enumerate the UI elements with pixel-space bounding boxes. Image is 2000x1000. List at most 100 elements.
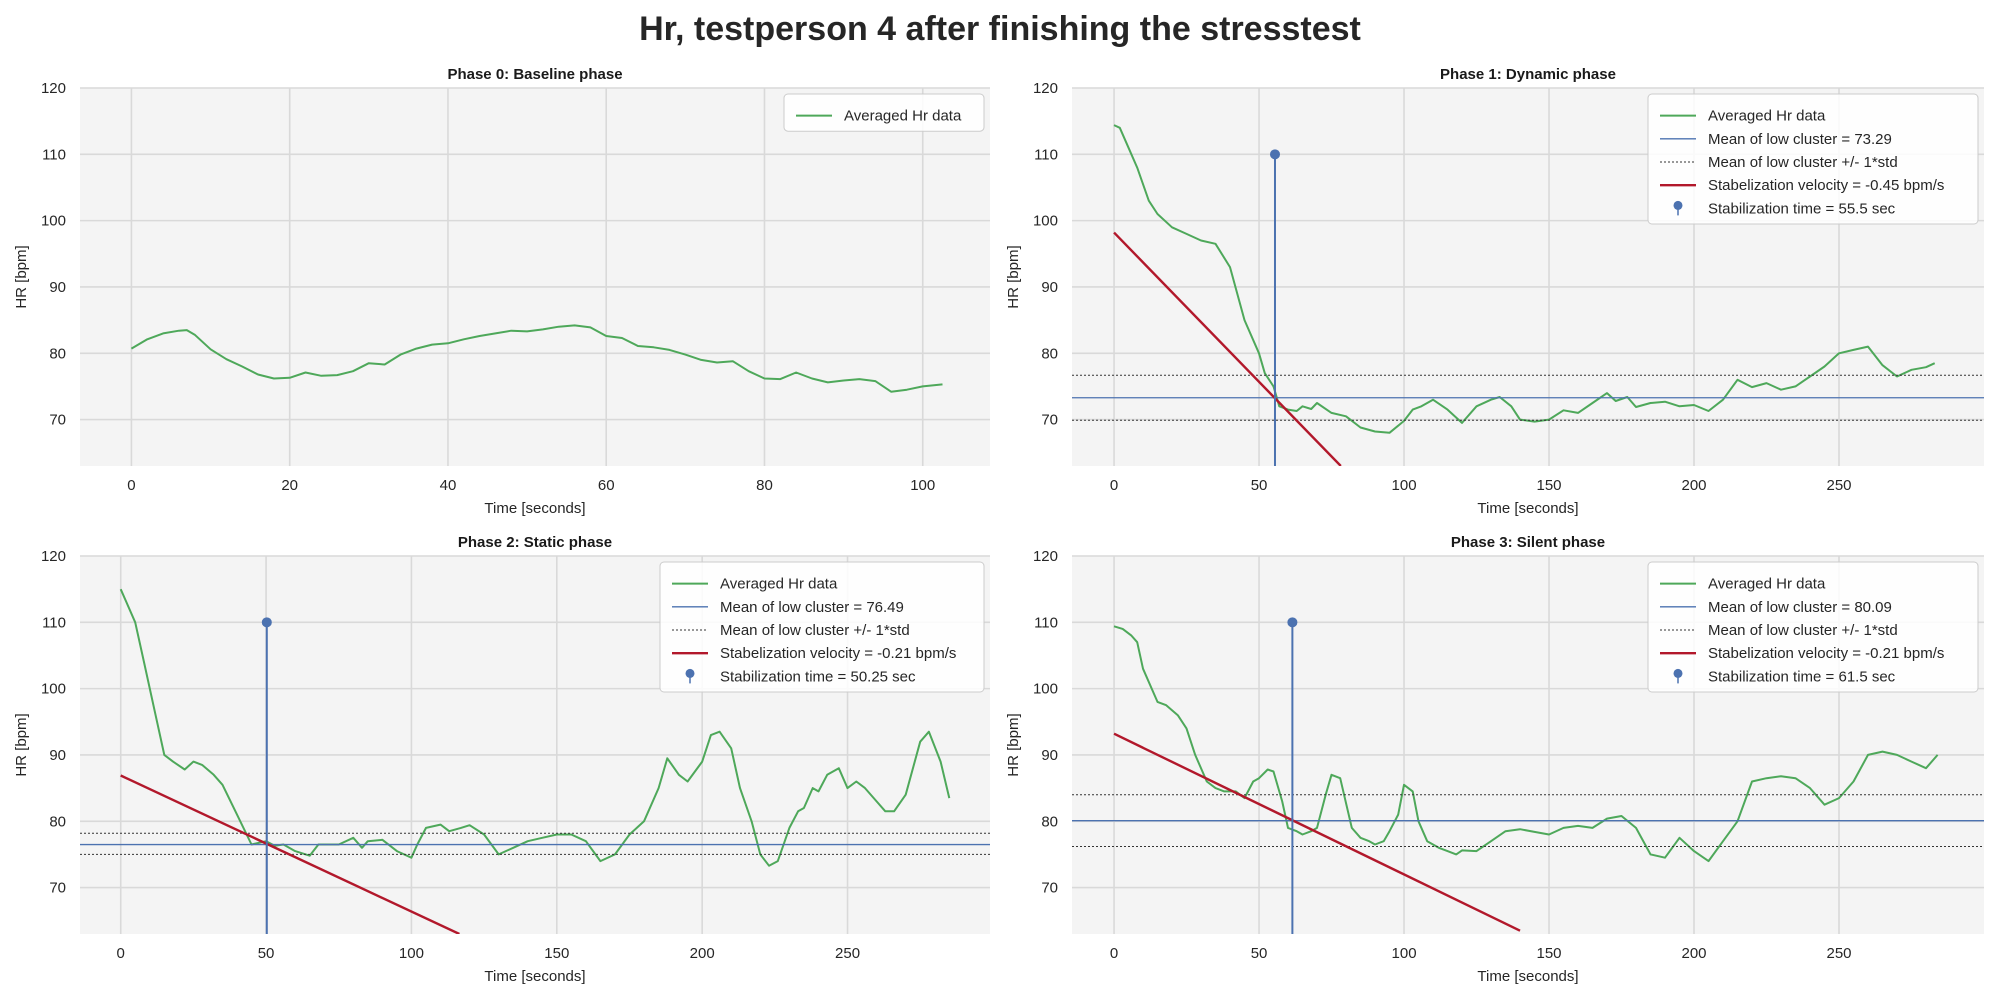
phase-1-x-tick-label: 0 xyxy=(1110,477,1118,494)
phase-2-legend: Averaged Hr data Mean of low cluster = 76… xyxy=(659,561,985,693)
phase-1-hr-data-line xyxy=(1113,124,1936,434)
phase-0-legend-label: Averaged Hr data xyxy=(844,108,962,125)
phase-2-x-tick-label: 250 xyxy=(835,945,860,962)
phase-0-x-axis-label: Time [seconds] xyxy=(484,500,585,517)
phase-0-hr-data-line xyxy=(130,324,943,393)
phase-1-x-tick-label: 200 xyxy=(1682,477,1707,494)
phase-1-y-tick-label: 80 xyxy=(1041,345,1058,362)
phase-0-y-tick-label: 120 xyxy=(41,80,66,97)
phase-0-x-tick-label: 100 xyxy=(910,477,935,494)
phase-2-y-tick-label: 120 xyxy=(41,548,66,565)
phase-0-legend: Averaged Hr data xyxy=(783,93,985,132)
phase-1-y-tick-label: 90 xyxy=(1041,279,1058,296)
phase-3-x-tick-label: 0 xyxy=(1110,945,1118,962)
subplot-phase-3: 0 50 100 150 200 250 70 80 90 100 110 120 Phase 3: S… xyxy=(1005,534,1984,985)
phase-0-y-tick-label: 70 xyxy=(49,412,66,429)
phase-2-legend-label: Mean of low cluster = 76.49 xyxy=(720,599,904,616)
phase-1-x-tick-label: 150 xyxy=(1537,477,1562,494)
phase-1-legend-label: Stabilization time = 55.5 sec xyxy=(1708,200,1896,217)
phase-0-x-tick-label: 40 xyxy=(440,477,457,494)
phase-0-y-tick-label: 110 xyxy=(42,146,66,163)
phase-2-x-tick-label: 150 xyxy=(544,945,569,962)
phase-0-plot-area xyxy=(80,88,990,466)
phase-2-y-tick-label: 90 xyxy=(49,747,66,764)
phase-0-y-tick-label: 80 xyxy=(49,345,66,362)
phase-1-x-tick-label: 50 xyxy=(1251,477,1268,494)
phase-0-y-tick-label: 90 xyxy=(49,279,66,296)
subplot-phase-2: 0 50 100 150 200 250 70 80 90 100 110 120 Phase 2: S… xyxy=(13,534,990,985)
phase-2-y-axis-label: HR [bpm] xyxy=(13,713,30,776)
phase-3-y-tick-label: 120 xyxy=(1033,548,1058,565)
phase-3-y-axis-label: HR [bpm] xyxy=(1005,713,1022,776)
phase-1-stabilization-time-marker xyxy=(1269,149,1280,160)
phase-2-legend-handle-marker xyxy=(685,668,695,678)
phase-1-y-tick-label: 110 xyxy=(1034,146,1058,163)
phase-3-title: Phase 3: Silent phase xyxy=(1451,534,1605,551)
phase-0-legend-frame xyxy=(783,93,985,132)
phase-1-legend-label: Averaged Hr data xyxy=(1708,108,1826,125)
phase-0-y-axis-label: HR [bpm] xyxy=(13,245,30,308)
phase-3-stabilization-time-marker xyxy=(1287,617,1298,628)
phase-3-y-tick-label: 70 xyxy=(1041,880,1058,897)
phase-3-y-tick-label: 80 xyxy=(1041,813,1058,830)
subplot-phase-1: 0 50 100 150 200 250 70 80 90 100 110 120 Phase 1: D… xyxy=(1005,66,1984,517)
phase-1-x-tick-label: 250 xyxy=(1826,477,1851,494)
phase-1-stabilization-velocity-line xyxy=(1113,231,1342,466)
phase-3-y-tick-label: 110 xyxy=(1034,614,1058,631)
phase-1-legend-label: Mean of low cluster = 73.29 xyxy=(1708,131,1892,148)
phase-3-x-tick-label: 50 xyxy=(1251,945,1268,962)
phase-1-legend: Averaged Hr data Mean of low cluster = 73… xyxy=(1647,93,1979,225)
phase-3-y-tick-label: 90 xyxy=(1041,747,1058,764)
phase-3-x-tick-label: 250 xyxy=(1826,945,1851,962)
phase-2-legend-label: Stabelization velocity = -0.21 bpm/s xyxy=(720,645,956,662)
phase-1-x-tick-label: 100 xyxy=(1392,477,1417,494)
subplot-phase-0: 0 20 40 60 80 100 70 80 90 100 110 120 Phase 0: Base… xyxy=(13,66,990,517)
phase-1-legend-label: Stabelization velocity = -0.45 bpm/s xyxy=(1708,177,1944,194)
phase-3-x-tick-label: 200 xyxy=(1682,945,1707,962)
phase-0-x-tick-label: 60 xyxy=(598,477,615,494)
phase-0-title: Phase 0: Baseline phase xyxy=(447,66,622,83)
phase-2-y-tick-label: 70 xyxy=(49,880,66,897)
phase-0-x-tick-label: 20 xyxy=(281,477,298,494)
phase-1-legend-label: Mean of low cluster +/- 1*std xyxy=(1708,154,1898,171)
phase-1-y-tick-label: 100 xyxy=(1033,213,1058,230)
phase-0-y-tick-label: 100 xyxy=(41,213,66,230)
phase-2-legend-frame xyxy=(659,561,985,693)
phase-3-legend-label: Averaged Hr data xyxy=(1708,576,1826,593)
phase-3-plot-content xyxy=(1072,617,1984,934)
phase-3-legend: Averaged Hr data Mean of low cluster = 80… xyxy=(1647,561,1979,693)
phase-3-legend-label: Mean of low cluster = 80.09 xyxy=(1708,599,1892,616)
phase-3-legend-label: Mean of low cluster +/- 1*std xyxy=(1708,622,1898,639)
phase-2-y-tick-label: 100 xyxy=(41,681,66,698)
phase-2-legend-label: Mean of low cluster +/- 1*std xyxy=(720,622,910,639)
phase-1-y-tick-label: 70 xyxy=(1041,412,1058,429)
phase-1-y-axis-label: HR [bpm] xyxy=(1005,245,1022,308)
phase-3-y-tick-label: 100 xyxy=(1033,681,1058,698)
phase-1-title: Phase 1: Dynamic phase xyxy=(1440,66,1616,83)
phase-2-x-tick-label: 200 xyxy=(690,945,715,962)
phase-0-plot-content xyxy=(130,324,943,393)
phase-2-y-tick-label: 110 xyxy=(42,614,66,631)
phase-2-plot-content xyxy=(80,588,990,934)
phase-3-legend-frame xyxy=(1647,561,1979,693)
phase-2-legend-label: Stabilization time = 50.25 sec xyxy=(720,668,916,685)
phase-1-plot-content xyxy=(1072,124,1984,466)
phase-3-legend-label: Stabelization velocity = -0.21 bpm/s xyxy=(1708,645,1944,662)
phase-3-legend-label: Stabilization time = 61.5 sec xyxy=(1708,668,1896,685)
phase-3-legend-handle-marker xyxy=(1673,668,1683,678)
phase-3-x-tick-label: 100 xyxy=(1392,945,1417,962)
phase-2-x-tick-label: 50 xyxy=(258,945,275,962)
phase-2-title: Phase 2: Static phase xyxy=(458,534,612,551)
phase-2-x-tick-label: 0 xyxy=(117,945,125,962)
phase-3-x-axis-label: Time [seconds] xyxy=(1477,968,1578,985)
phase-2-x-tick-label: 100 xyxy=(399,945,424,962)
phase-3-stabilization-velocity-line xyxy=(1113,732,1521,932)
phase-2-stabilization-time-marker xyxy=(261,617,272,628)
phase-2-y-tick-label: 80 xyxy=(49,813,66,830)
phase-2-x-axis-label: Time [seconds] xyxy=(484,968,585,985)
phase-0-x-tick-label: 80 xyxy=(756,477,773,494)
phase-1-legend-frame xyxy=(1647,93,1979,225)
phase-2-legend-label: Averaged Hr data xyxy=(720,576,838,593)
phase-2-stabilization-velocity-line xyxy=(120,774,460,934)
